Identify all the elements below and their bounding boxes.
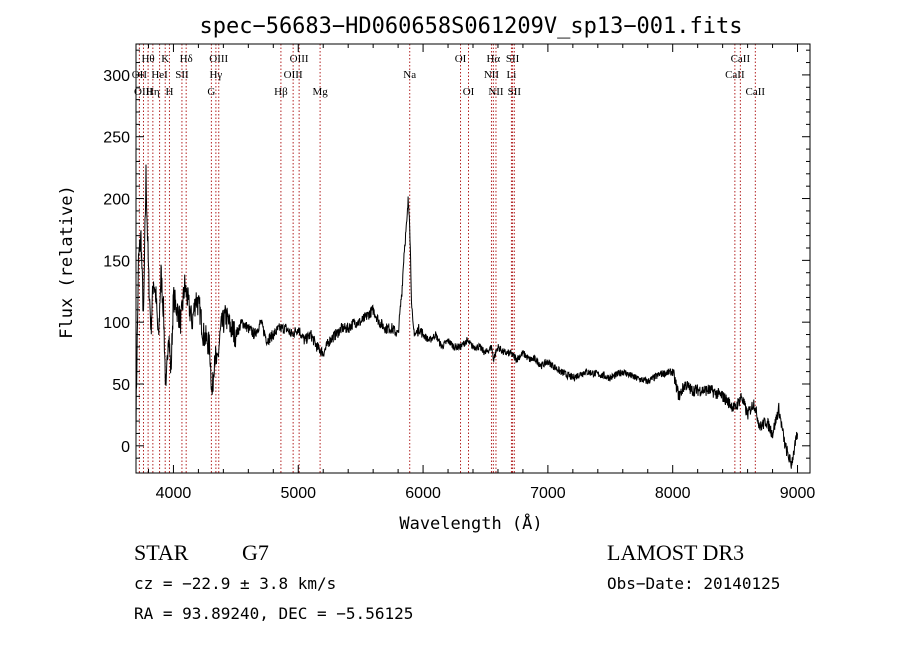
line-label-25: CaII: [731, 53, 751, 65]
x-axis-label: Wavelength (Å): [399, 512, 542, 534]
observation-date: Obs−Date: 20140125: [607, 574, 780, 593]
y-tick-label-50: 50: [112, 377, 130, 394]
line-label-13: OIII: [290, 53, 309, 65]
object-subclass: G7: [242, 540, 269, 565]
line-label-11: G: [207, 86, 215, 98]
line-label-19: Hα: [486, 53, 500, 65]
x-tick-label-8000: 8000: [655, 485, 691, 502]
chart-title: spec−56683−HD060658S061209V_sp13−001.fit…: [199, 14, 742, 39]
redshift-velocity: cz = −22.9 ± 3.8 km/s: [134, 574, 336, 593]
x-tick-label-9000: 9000: [780, 485, 816, 502]
line-label-10: Hγ: [209, 69, 222, 81]
line-label-5: K: [161, 53, 169, 65]
line-label-16: Na: [403, 69, 416, 81]
line-label-0: Hθ: [141, 53, 154, 65]
x-tick-label-6000: 6000: [405, 485, 441, 502]
line-label-4: HeI: [151, 69, 168, 81]
y-tick-label-100: 100: [103, 315, 130, 332]
line-label-14: OIII: [284, 69, 303, 81]
line-label-9: OIII: [209, 53, 228, 65]
line-label-22: SII: [506, 53, 520, 65]
survey-name: LAMOST DR3: [607, 540, 744, 565]
line-label-23: Li: [507, 69, 517, 81]
spectral-line-markers: [138, 44, 756, 473]
spectrum-line: [135, 164, 798, 469]
line-label-2: OIII: [134, 86, 153, 98]
line-label-26: CaII: [725, 69, 745, 81]
line-label-24: SII: [508, 86, 522, 98]
x-tick-label-4000: 4000: [156, 485, 192, 502]
x-tick-label-7000: 7000: [530, 485, 566, 502]
line-label-21: NII: [488, 86, 504, 98]
line-label-15: Mg: [312, 86, 328, 98]
line-label-17: OI: [455, 53, 467, 65]
line-label-27: CaII: [746, 86, 766, 98]
line-label-7: H: [165, 86, 173, 98]
x-tick-label-5000: 5000: [280, 485, 316, 502]
line-label-3: Hη: [146, 86, 160, 98]
line-label-18: OI: [463, 86, 475, 98]
line-label-6: SII: [175, 69, 189, 81]
y-tick-label-200: 200: [103, 192, 130, 209]
x-axis-ticks: 4000 5000 6000 7000 8000 9000: [147, 44, 816, 502]
y-axis-ticks: 0 50 100 150 200 250 300: [103, 49, 810, 459]
y-tick-label-0: 0: [121, 439, 130, 456]
line-label-8: Hδ: [180, 53, 193, 65]
line-label-12: Hβ: [274, 86, 288, 98]
y-tick-label-250: 250: [103, 130, 130, 147]
coordinates: RA = 93.89240, DEC = −5.56125: [134, 604, 413, 623]
y-tick-label-150: 150: [103, 253, 130, 270]
line-label-20: NII: [484, 69, 500, 81]
y-axis-label: Flux (relative): [57, 185, 77, 339]
y-tick-label-300: 300: [103, 68, 130, 85]
object-class: STAR: [134, 540, 189, 565]
